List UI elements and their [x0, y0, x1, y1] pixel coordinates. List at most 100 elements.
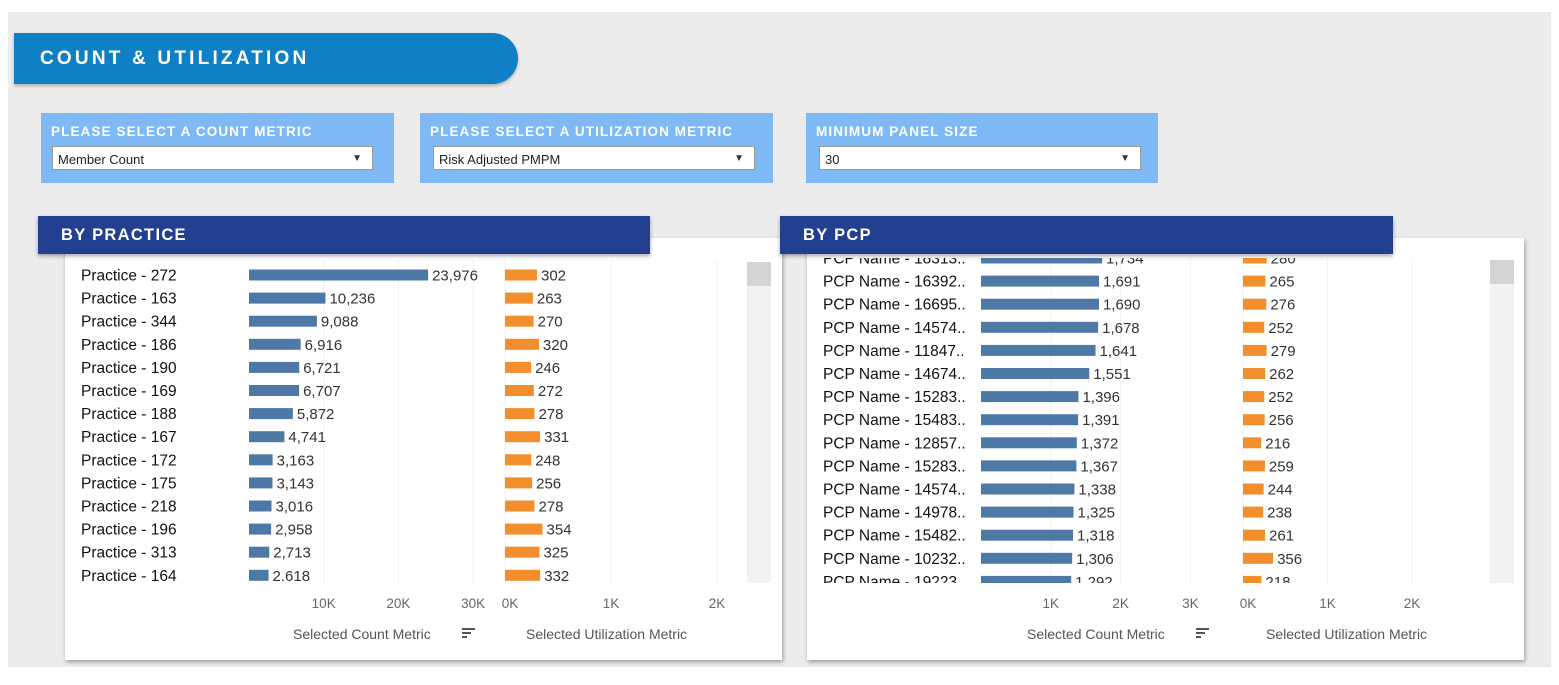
- count-bar[interactable]: [981, 298, 1099, 310]
- util-data-label: 216: [1265, 435, 1290, 452]
- util-data-label: 265: [1269, 274, 1294, 291]
- count-bar[interactable]: [249, 523, 272, 535]
- util-data-label: 248: [535, 452, 560, 469]
- count-bar[interactable]: [249, 454, 273, 466]
- util-bar[interactable]: [505, 431, 541, 443]
- count-data-label: 3,163: [277, 452, 315, 469]
- count-bar[interactable]: [249, 431, 285, 443]
- util-bar[interactable]: [505, 338, 539, 350]
- category-label: PCP Name - 16695..: [823, 297, 966, 314]
- count-bar[interactable]: [249, 569, 269, 581]
- count-data-label: 1,391: [1082, 412, 1120, 429]
- count-bar[interactable]: [981, 275, 1100, 287]
- util-data-label: 331: [544, 429, 569, 446]
- count-bar[interactable]: [981, 552, 1073, 564]
- util-bar[interactable]: [1243, 414, 1265, 426]
- util-bar[interactable]: [505, 546, 540, 558]
- count-bar[interactable]: [981, 483, 1075, 495]
- scrollbar-track[interactable]: [747, 262, 771, 583]
- count-bar[interactable]: [981, 344, 1096, 356]
- count-bar[interactable]: [981, 253, 1103, 264]
- util-data-label: 259: [1269, 458, 1294, 475]
- util-bar[interactable]: [1243, 552, 1274, 564]
- util-bar[interactable]: [505, 477, 533, 489]
- count-bar[interactable]: [249, 408, 293, 420]
- count-bar[interactable]: [249, 477, 273, 489]
- util-bar[interactable]: [1243, 253, 1267, 264]
- category-label: Practice - 164: [81, 568, 177, 585]
- scrollbar-thumb[interactable]: [747, 262, 771, 286]
- util-bar[interactable]: [505, 454, 532, 466]
- util-bar[interactable]: [505, 361, 532, 373]
- count-data-label: 2.618: [273, 568, 311, 585]
- by-practice-title: BY PRACTICE: [61, 226, 187, 244]
- util-bar[interactable]: [1243, 344, 1267, 356]
- count-data-label: 1,306: [1076, 551, 1114, 568]
- util-bar[interactable]: [1243, 506, 1264, 518]
- count-data-label: 5,872: [297, 406, 335, 423]
- util-bar[interactable]: [505, 569, 541, 581]
- util-bar[interactable]: [1243, 321, 1265, 333]
- util-data-label: 320: [543, 337, 568, 354]
- count-bar[interactable]: [981, 506, 1074, 518]
- utilization-metric-dropdown[interactable]: Risk Adjusted PMPM ▼: [433, 146, 755, 170]
- util-bar[interactable]: [1243, 529, 1266, 541]
- util-bar[interactable]: [1243, 483, 1264, 495]
- count-bar[interactable]: [981, 414, 1079, 426]
- min-panel-size-label: MINIMUM PANEL SIZE: [816, 124, 979, 139]
- chevron-down-icon[interactable]: ▼: [734, 153, 744, 164]
- count-bar[interactable]: [249, 315, 317, 327]
- util-bar[interactable]: [505, 385, 534, 396]
- util-bar[interactable]: [1243, 275, 1266, 287]
- count-bar[interactable]: [249, 385, 300, 396]
- scrollbar-track[interactable]: [1490, 260, 1514, 583]
- util-bar[interactable]: [505, 523, 543, 535]
- count-bar[interactable]: [249, 292, 326, 304]
- count-data-label: 1,318: [1077, 528, 1115, 545]
- util-bar[interactable]: [1243, 298, 1267, 310]
- count-bar[interactable]: [981, 460, 1077, 472]
- util-bar[interactable]: [1243, 575, 1262, 587]
- util-bar[interactable]: [1243, 460, 1265, 472]
- category-label: Practice - 344: [81, 314, 177, 331]
- util-tick-label: 1K: [603, 596, 620, 611]
- util-bar[interactable]: [505, 408, 535, 420]
- category-label: PCP Name - 15482..: [823, 528, 966, 545]
- util-bar[interactable]: [505, 269, 538, 281]
- chevron-down-icon[interactable]: ▼: [352, 153, 362, 164]
- util-bar[interactable]: [505, 292, 533, 304]
- min-panel-size-dropdown[interactable]: 30 ▼: [819, 146, 1141, 170]
- count-data-label: 23,976: [432, 268, 478, 285]
- chart-rows: Practice - 272 23,976 302 Practice - 163 10,…: [81, 268, 572, 585]
- count-bar[interactable]: [981, 529, 1073, 541]
- count-bar[interactable]: [981, 321, 1099, 333]
- category-label: Practice - 188: [81, 406, 177, 423]
- util-data-label: 354: [547, 522, 572, 539]
- count-bar[interactable]: [249, 269, 429, 281]
- count-bar[interactable]: [249, 546, 270, 558]
- scrollbar-thumb[interactable]: [1490, 260, 1514, 284]
- count-bar[interactable]: [981, 368, 1090, 379]
- count-data-label: 4,741: [288, 429, 326, 446]
- utilization-metric-label: PLEASE SELECT A UTILIZATION METRIC: [430, 124, 734, 139]
- count-bar[interactable]: [981, 391, 1079, 403]
- util-bar[interactable]: [1243, 391, 1265, 403]
- sort-icon[interactable]: [1196, 628, 1209, 638]
- by-practice-panel: Practice - 272 23,976 302 Practice - 163 10,…: [65, 238, 782, 660]
- sort-icon[interactable]: [462, 628, 475, 638]
- count-bar[interactable]: [249, 361, 300, 373]
- category-label: PCP Name - 15283..: [823, 389, 966, 406]
- count-bar[interactable]: [981, 575, 1072, 587]
- count-tick-label: 20K: [386, 596, 410, 611]
- util-bar[interactable]: [1243, 437, 1262, 449]
- count-bar[interactable]: [981, 437, 1077, 449]
- util-bar[interactable]: [505, 500, 535, 512]
- count-bar[interactable]: [249, 338, 301, 350]
- category-label: Practice - 163: [81, 291, 177, 308]
- util-bar[interactable]: [1243, 368, 1266, 379]
- count-metric-dropdown[interactable]: Member Count ▼: [52, 146, 373, 170]
- chevron-down-icon[interactable]: ▼: [1120, 153, 1130, 164]
- util-data-label: 279: [1271, 343, 1296, 360]
- count-bar[interactable]: [249, 500, 272, 512]
- util-bar[interactable]: [505, 315, 534, 327]
